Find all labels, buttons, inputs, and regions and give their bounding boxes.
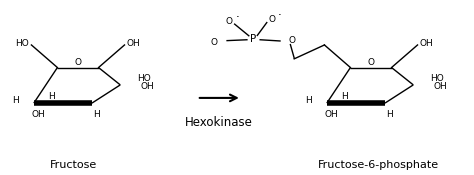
Text: OH: OH bbox=[140, 82, 154, 91]
Text: OH: OH bbox=[420, 39, 434, 48]
Text: O: O bbox=[74, 58, 82, 67]
Text: ·: · bbox=[236, 11, 239, 24]
Text: O: O bbox=[288, 36, 295, 45]
Text: H: H bbox=[48, 92, 55, 101]
Text: O: O bbox=[268, 15, 275, 24]
Text: P: P bbox=[250, 34, 256, 44]
Text: HO: HO bbox=[15, 39, 29, 48]
Text: HO: HO bbox=[430, 74, 444, 83]
Text: H: H bbox=[12, 96, 18, 105]
Text: H: H bbox=[93, 110, 100, 119]
Text: H: H bbox=[305, 96, 312, 105]
Text: Fructose: Fructose bbox=[50, 160, 98, 170]
Text: OH: OH bbox=[433, 82, 447, 91]
Text: O: O bbox=[367, 58, 374, 67]
Text: HO: HO bbox=[137, 74, 151, 83]
Text: O: O bbox=[210, 38, 217, 47]
Text: Hexokinase: Hexokinase bbox=[185, 116, 253, 129]
Text: Fructose-6-phosphate: Fructose-6-phosphate bbox=[318, 160, 439, 170]
Text: OH: OH bbox=[32, 110, 46, 119]
Text: OH: OH bbox=[127, 39, 141, 48]
Text: O: O bbox=[226, 17, 232, 26]
Text: ·: · bbox=[278, 9, 282, 22]
Text: OH: OH bbox=[325, 110, 338, 119]
Text: H: H bbox=[341, 92, 348, 101]
Text: H: H bbox=[386, 110, 393, 119]
